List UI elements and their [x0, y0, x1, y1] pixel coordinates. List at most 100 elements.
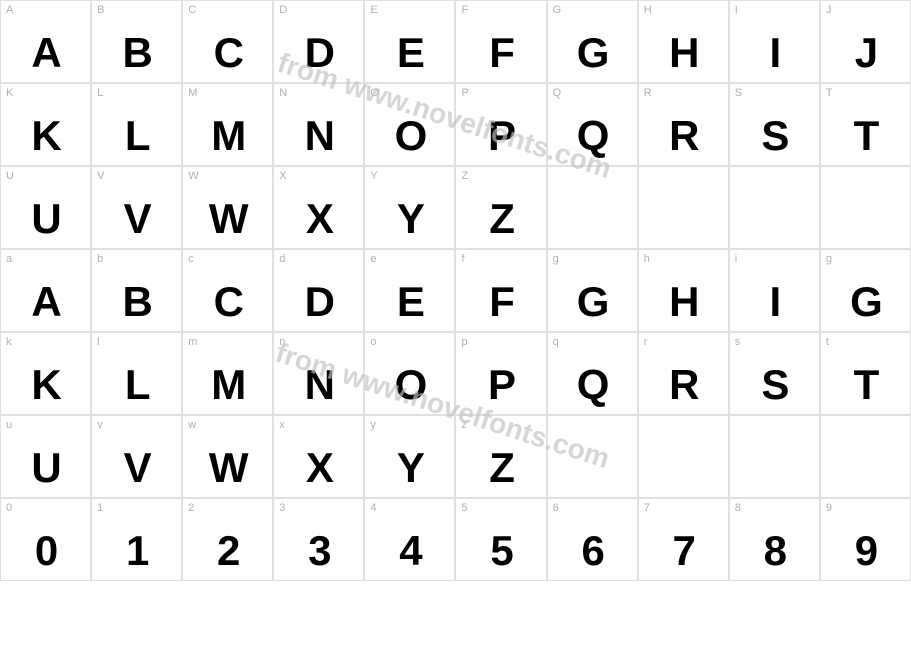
glyph-key-label: t	[826, 336, 829, 348]
glyph-key-label: 6	[553, 502, 559, 514]
glyph-display: V	[124, 447, 150, 489]
glyph-key-label: W	[188, 170, 198, 182]
glyph-cell: 00	[0, 498, 91, 581]
glyph-cell: mM	[182, 332, 273, 415]
glyph-display: M	[211, 115, 244, 157]
glyph-key-label: I	[735, 4, 738, 16]
glyph-key-label: P	[461, 87, 468, 99]
glyph-display: K	[31, 364, 59, 406]
glyph-cell: JJ	[820, 0, 911, 83]
glyph-display: Z	[489, 198, 513, 240]
glyph-display: 9	[855, 530, 876, 572]
glyph-cell: VV	[91, 166, 182, 249]
glyph-key-label: g	[553, 253, 559, 265]
glyph-key-label: n	[279, 336, 285, 348]
glyph-key-label: T	[826, 87, 833, 99]
glyph-display: U	[31, 198, 59, 240]
glyph-cell: wW	[182, 415, 273, 498]
glyph-display: 8	[764, 530, 785, 572]
glyph-display: B	[122, 281, 150, 323]
glyph-cell: HH	[638, 0, 729, 83]
glyph-cell: bB	[91, 249, 182, 332]
glyph-cell: iI	[729, 249, 820, 332]
glyph-display: D	[305, 281, 333, 323]
glyph-key-label: X	[279, 170, 286, 182]
glyph-cell	[638, 415, 729, 498]
glyph-display: X	[306, 198, 332, 240]
glyph-key-label: S	[735, 87, 742, 99]
glyph-display: L	[125, 115, 149, 157]
glyph-key-label: F	[461, 4, 468, 16]
glyph-display: R	[669, 364, 697, 406]
glyph-display: X	[306, 447, 332, 489]
glyph-display: 2	[217, 530, 238, 572]
glyph-key-label: 7	[644, 502, 650, 514]
glyph-key-label: l	[97, 336, 99, 348]
glyph-display: G	[850, 281, 881, 323]
glyph-cell: gG	[820, 249, 911, 332]
glyph-cell: LL	[91, 83, 182, 166]
glyph-cell: II	[729, 0, 820, 83]
glyph-display: G	[577, 32, 608, 74]
glyph-cell: zZ	[455, 415, 546, 498]
glyph-key-label: 9	[826, 502, 832, 514]
glyph-cell: kK	[0, 332, 91, 415]
glyph-display: Y	[397, 198, 423, 240]
glyph-display: F	[489, 281, 513, 323]
glyph-key-label: N	[279, 87, 287, 99]
glyph-key-label: 5	[461, 502, 467, 514]
glyph-key-label: G	[553, 4, 562, 16]
glyph-cell: OO	[364, 83, 455, 166]
glyph-display: U	[31, 447, 59, 489]
glyph-cell: qQ	[547, 332, 638, 415]
glyph-display: A	[31, 32, 59, 74]
glyph-display: R	[669, 115, 697, 157]
glyph-display: O	[395, 115, 426, 157]
glyph-key-label: E	[370, 4, 377, 16]
glyph-key-label: k	[6, 336, 12, 348]
glyph-cell: GG	[547, 0, 638, 83]
glyph-cell	[729, 166, 820, 249]
glyph-key-label: Y	[370, 170, 377, 182]
glyph-key-label: g	[826, 253, 832, 265]
glyph-cell: 55	[455, 498, 546, 581]
glyph-key-label: q	[553, 336, 559, 348]
glyph-cell: oO	[364, 332, 455, 415]
glyph-key-label: U	[6, 170, 14, 182]
glyph-key-label: b	[97, 253, 103, 265]
glyph-display: I	[770, 32, 780, 74]
glyph-key-label: w	[188, 419, 196, 431]
glyph-cell: 22	[182, 498, 273, 581]
glyph-display: V	[124, 198, 150, 240]
glyph-key-label: u	[6, 419, 12, 431]
glyph-display: Q	[577, 115, 608, 157]
glyph-key-label: h	[644, 253, 650, 265]
glyph-display: K	[31, 115, 59, 157]
glyph-key-label: x	[279, 419, 285, 431]
glyph-cell: sS	[729, 332, 820, 415]
glyph-cell: 44	[364, 498, 455, 581]
glyph-key-label: L	[97, 87, 103, 99]
glyph-display: P	[488, 115, 514, 157]
glyph-display: 1	[126, 530, 147, 572]
glyph-cell: xX	[273, 415, 364, 498]
glyph-cell: dD	[273, 249, 364, 332]
glyph-key-label: d	[279, 253, 285, 265]
glyph-cell: AA	[0, 0, 91, 83]
glyph-display: 4	[399, 530, 420, 572]
glyph-key-label: M	[188, 87, 197, 99]
glyph-cell: DD	[273, 0, 364, 83]
glyph-key-label: R	[644, 87, 652, 99]
glyph-key-label: r	[644, 336, 648, 348]
glyph-key-label: m	[188, 336, 197, 348]
glyph-display: I	[770, 281, 780, 323]
glyph-cell: 99	[820, 498, 911, 581]
glyph-display: H	[669, 32, 697, 74]
glyph-cell: YY	[364, 166, 455, 249]
glyph-cell: hH	[638, 249, 729, 332]
glyph-key-label: O	[370, 87, 379, 99]
glyph-display: C	[214, 281, 242, 323]
glyph-display: 0	[35, 530, 56, 572]
glyph-key-label: e	[370, 253, 376, 265]
glyph-display: J	[855, 32, 876, 74]
